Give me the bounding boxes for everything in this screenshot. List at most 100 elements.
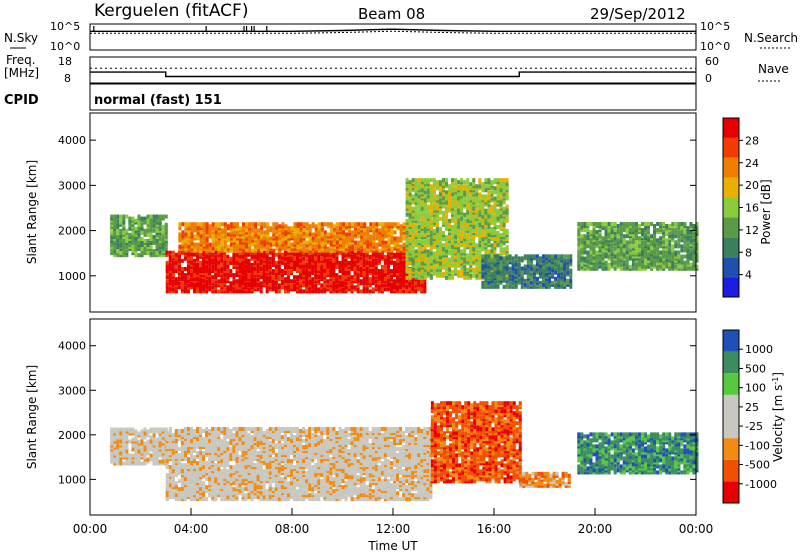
data-cell — [426, 222, 430, 227]
data-cell — [263, 232, 267, 237]
data-cell — [161, 245, 165, 250]
data-cell — [517, 268, 521, 273]
data-cell — [332, 283, 336, 288]
data-cell — [589, 221, 593, 226]
data-cell — [472, 200, 476, 205]
data-cell — [214, 283, 218, 288]
data-cell — [601, 258, 605, 263]
data-cell — [499, 210, 503, 215]
data-cell — [366, 230, 370, 235]
data-cell — [245, 228, 249, 233]
data-cell — [199, 242, 203, 247]
data-cell — [238, 279, 242, 284]
data-cell — [371, 256, 375, 261]
data-cell — [262, 262, 266, 267]
data-cell — [396, 271, 400, 276]
data-cell — [466, 222, 470, 227]
data-cell — [335, 224, 339, 229]
data-cell — [378, 240, 382, 245]
data-cell — [469, 222, 473, 227]
data-cell — [604, 232, 608, 237]
data-cell — [205, 256, 209, 261]
data-cell — [208, 271, 212, 276]
data-cell — [671, 232, 675, 237]
data-cell — [378, 248, 382, 253]
data-cell — [390, 224, 394, 229]
data-cell — [146, 228, 150, 233]
data-cell — [460, 226, 464, 231]
data-cell — [186, 271, 190, 276]
data-cell — [396, 236, 400, 241]
data-cell — [601, 256, 605, 261]
data-cell — [448, 208, 452, 213]
data-cell — [656, 252, 660, 257]
data-cell — [122, 443, 126, 448]
data-cell — [674, 224, 678, 229]
data-cell — [454, 249, 458, 254]
data-cell — [183, 273, 187, 278]
data-cell — [323, 269, 327, 274]
data-cell — [399, 266, 403, 271]
data-cell — [229, 269, 233, 274]
data-cell — [299, 281, 303, 286]
data-cell — [260, 240, 264, 245]
data-cell — [283, 281, 287, 286]
data-cell — [589, 250, 593, 255]
data-cell — [601, 246, 605, 251]
data-cell — [637, 254, 641, 259]
data-cell — [323, 262, 327, 267]
data-cell — [187, 234, 191, 239]
data-cell — [423, 261, 427, 266]
data-cell — [408, 251, 412, 256]
data-cell — [308, 232, 312, 237]
data-cell — [662, 256, 666, 261]
data-cell — [386, 281, 390, 286]
data-cell — [165, 266, 169, 271]
data-cell — [487, 276, 491, 281]
data-cell — [557, 280, 561, 285]
data-cell — [460, 251, 464, 256]
data-cell — [554, 260, 558, 265]
data-cell — [432, 229, 436, 234]
data-cell — [393, 238, 397, 243]
data-cell — [314, 230, 318, 235]
data-cell — [460, 241, 464, 246]
data-cell — [448, 226, 452, 231]
data-cell — [229, 260, 233, 265]
data-cell — [396, 266, 400, 271]
data-cell — [662, 226, 666, 231]
data-cell — [686, 264, 690, 269]
data-cell — [457, 216, 461, 221]
data-cell — [451, 180, 455, 185]
data-cell — [278, 248, 282, 253]
data-cell — [643, 256, 647, 261]
data-cell — [463, 180, 467, 185]
data-cell — [211, 242, 215, 247]
data-cell — [478, 269, 482, 274]
data-cell — [435, 239, 439, 244]
data-cell — [208, 246, 212, 251]
data-cell — [399, 264, 403, 269]
data-cell — [348, 240, 352, 245]
data-cell — [601, 226, 605, 231]
data-cell — [637, 262, 641, 267]
data-cell — [619, 248, 623, 253]
data-cell — [604, 254, 608, 259]
data-cell — [566, 266, 570, 271]
data-cell — [302, 283, 306, 288]
data-cell — [177, 250, 181, 255]
data-cell — [634, 264, 638, 269]
data-cell — [438, 184, 442, 189]
data-cell — [232, 242, 236, 247]
nave-right-tick-top: 60 — [705, 55, 719, 68]
data-cell — [183, 277, 187, 282]
data-cell — [441, 192, 445, 197]
data-cell — [326, 224, 330, 229]
data-cell — [262, 256, 266, 261]
data-cell — [277, 260, 281, 265]
data-cell — [217, 279, 221, 284]
data-cell — [478, 231, 482, 236]
data-cell — [293, 250, 297, 255]
data-cell — [383, 269, 387, 274]
data-cell — [245, 242, 249, 247]
